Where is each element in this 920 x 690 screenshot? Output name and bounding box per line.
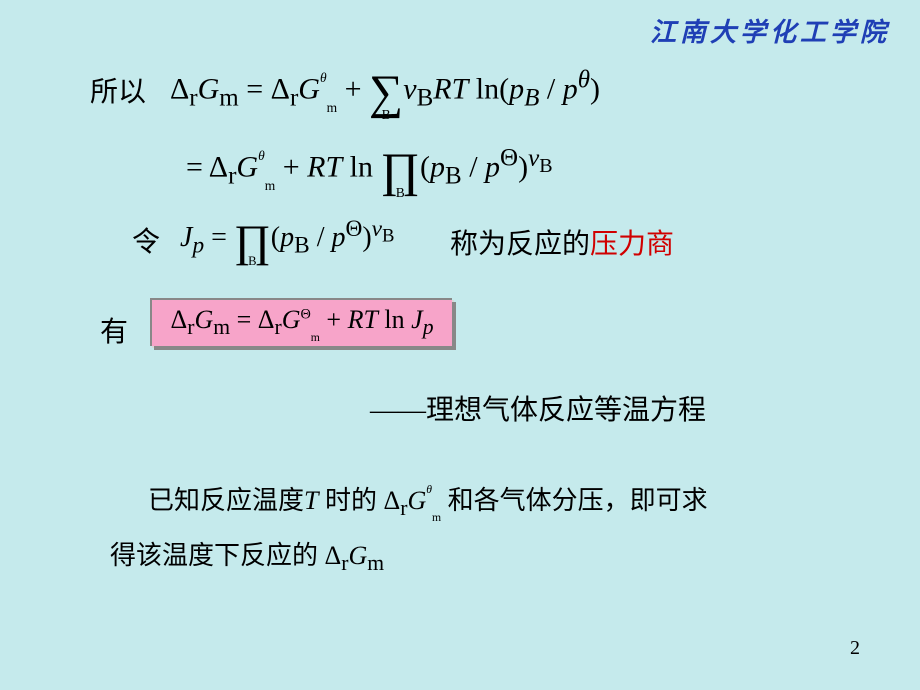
- line2-equation: = ΔrGθm + RT ln ∏B(pB / pΘ)νB: [186, 140, 553, 200]
- line6-text: 已知反应温度T 时的 ΔrGθm 和各气体分压，即可求: [148, 480, 708, 521]
- line3-prefix: 令: [132, 220, 160, 260]
- page-number: 2: [850, 637, 860, 660]
- university-header: 江南大学化工学院: [650, 12, 890, 49]
- line7-text: 得该温度下反应的 ΔrGm: [110, 535, 384, 576]
- line4-prefix: 有: [100, 310, 128, 350]
- line1-equation: ΔrGm = ΔrGθm + ∑BνBRT ln(pB / pθ): [170, 62, 600, 122]
- line3-equation: Jp = ∏B(pB / pΘ)νB: [180, 212, 394, 267]
- line1-prefix: 所以: [90, 70, 146, 110]
- line4-equation: ΔrGm = ΔrGΘm + RT ln Jp: [170, 305, 433, 340]
- line3-suffix: 称为反应的压力商: [450, 222, 674, 262]
- highlight-box: ΔrGm = ΔrGΘm + RT ln Jp: [150, 298, 452, 346]
- line5-caption: ——理想气体反应等温方程: [370, 388, 706, 428]
